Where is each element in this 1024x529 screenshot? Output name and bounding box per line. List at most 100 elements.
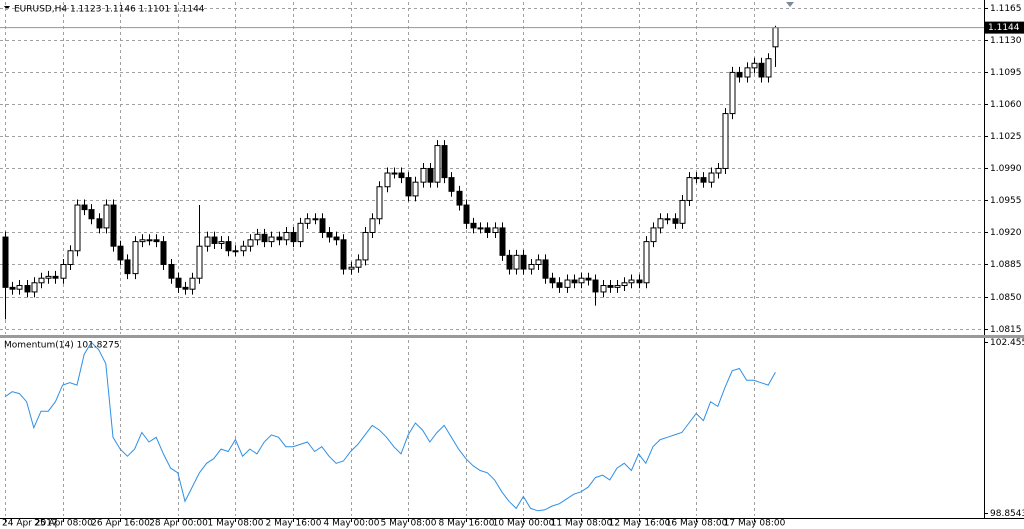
y-tick-label: 98.8543 <box>990 509 1024 519</box>
candle-body <box>211 236 218 244</box>
candle-body <box>427 167 434 183</box>
candle-body <box>535 259 542 265</box>
candle-body <box>139 239 146 243</box>
x-tick-label: 11 May 08:00 <box>551 519 613 529</box>
candle-body <box>196 245 203 279</box>
candle-body <box>650 227 657 243</box>
candle-body <box>60 263 67 279</box>
candle-body <box>304 218 311 224</box>
candle-body <box>420 167 427 183</box>
candle-body <box>254 233 261 241</box>
candle-body <box>520 254 527 270</box>
candle-body <box>225 241 232 252</box>
candle-body <box>276 236 283 241</box>
candle-body <box>132 241 139 275</box>
candle-body <box>261 233 268 243</box>
candle-body <box>693 177 700 180</box>
candle-body <box>470 222 477 229</box>
y-tick-label: 102.4551 <box>990 338 1024 348</box>
candle-body <box>153 239 160 243</box>
candle-body <box>204 236 211 247</box>
x-tick-label: 25 Apr 08:00 <box>34 519 93 529</box>
x-tick-label: 12 May 16:00 <box>609 519 671 529</box>
price-label: 1.1144 <box>988 23 1020 33</box>
y-tick-label: 1.0990 <box>990 164 1022 174</box>
candle-body <box>146 239 153 242</box>
y-tick-label: 1.0885 <box>990 260 1022 270</box>
candle-body <box>657 218 664 229</box>
x-tick-label: 4 May 00:00 <box>324 519 380 529</box>
candle-body <box>74 204 81 252</box>
candle-body <box>340 239 347 270</box>
y-tick-label: 1.0955 <box>990 196 1022 206</box>
candle-body <box>16 285 23 290</box>
y-tick-label: 1.1025 <box>990 132 1022 142</box>
x-tick-label: 8 May 16:00 <box>439 519 495 529</box>
x-tick-label: 26 Apr 16:00 <box>91 519 150 529</box>
x-tick-label: 24 Apr 2017 <box>2 519 58 529</box>
candle-body <box>592 279 599 293</box>
candle-body <box>247 239 254 247</box>
x-tick-label: 17 May 08:00 <box>724 519 786 529</box>
x-tick-label: 16 May 08:00 <box>666 519 728 529</box>
momentum-line <box>4 341 776 512</box>
candle-body <box>758 62 765 78</box>
candle-body <box>513 254 520 270</box>
candle-body <box>564 279 571 288</box>
candle-body <box>729 71 736 115</box>
candle-body <box>232 250 239 253</box>
candle-body <box>499 227 506 256</box>
candle-body <box>391 172 398 175</box>
candle-body <box>31 282 38 293</box>
candle-body <box>319 218 326 233</box>
y-tick-label: 1.0920 <box>990 228 1022 238</box>
candle-body <box>477 227 484 230</box>
candle-body <box>463 204 470 224</box>
candle-body <box>549 277 556 284</box>
candle-body <box>175 277 182 288</box>
candle-body <box>297 222 304 243</box>
candle-body <box>110 204 117 247</box>
x-tick-label: 5 May 08:00 <box>381 519 437 529</box>
candle-body <box>528 263 535 270</box>
candle-body <box>484 227 491 233</box>
y-tick-label: 1.1165 <box>990 4 1022 14</box>
candle-body <box>600 285 607 293</box>
candle-body <box>621 282 628 287</box>
candle-body <box>376 186 383 220</box>
candle-body <box>643 241 650 284</box>
candle-body <box>24 285 31 293</box>
x-tick-label: 1 May 08:00 <box>208 519 264 529</box>
candle-body <box>578 277 585 284</box>
candle-body <box>751 62 758 69</box>
candle-body <box>312 218 319 221</box>
candle-body <box>38 277 45 284</box>
candle-body <box>384 172 391 188</box>
candle-body <box>348 266 355 270</box>
candle-body <box>9 286 16 290</box>
candle-body <box>2 236 9 288</box>
candle-body <box>189 277 196 290</box>
candle-body <box>585 277 592 281</box>
candle-body <box>441 145 448 179</box>
candle-body <box>722 113 729 169</box>
candle-body <box>456 190 463 206</box>
candle-body <box>52 275 59 279</box>
candle-body <box>672 218 679 224</box>
candle-body <box>686 177 693 201</box>
candle-body <box>218 241 225 244</box>
candle-body <box>556 282 563 288</box>
candle-body <box>700 177 707 183</box>
shift-marker <box>786 2 794 7</box>
y-tick-label: 1.1130 <box>990 36 1022 46</box>
candle-body <box>506 254 513 270</box>
candle-body <box>664 218 671 221</box>
candle-body <box>614 285 621 288</box>
candle-body <box>448 177 455 192</box>
candle-body <box>571 279 578 284</box>
candle-body <box>708 172 715 183</box>
candle-body <box>240 245 247 252</box>
candle-body <box>103 204 110 229</box>
chart-title: EURUSD,H4 1.1123 1.1146 1.1101 1.1144 <box>14 5 205 15</box>
candle-body <box>679 199 686 224</box>
